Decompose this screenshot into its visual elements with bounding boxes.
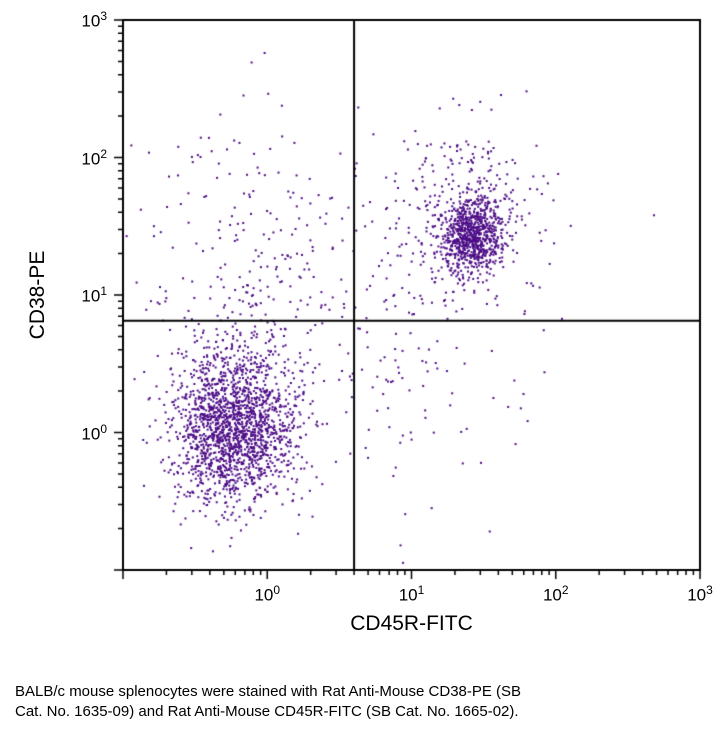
x-axis-title: CD45R-FITC — [350, 612, 473, 635]
y-tick-label: 100 — [81, 421, 107, 444]
figure-caption: BALB/c mouse splenocytes were stained wi… — [15, 682, 710, 723]
caption-line-2: Cat. No. 1635-09) and Rat Anti-Mouse CD4… — [15, 703, 519, 721]
y-tick-label: 102 — [81, 146, 107, 169]
x-tick-label: 101 — [398, 583, 425, 605]
y-axis-title: CD38-PE — [26, 250, 49, 340]
x-tick-label: 100 — [254, 583, 281, 605]
y-tick-label: 103 — [81, 9, 107, 31]
x-tick-label: 103 — [687, 583, 713, 605]
x-tick-label: 102 — [542, 583, 569, 605]
y-tick-label: 101 — [81, 284, 107, 306]
caption-line-1: BALB/c mouse splenocytes were stained wi… — [15, 683, 522, 700]
